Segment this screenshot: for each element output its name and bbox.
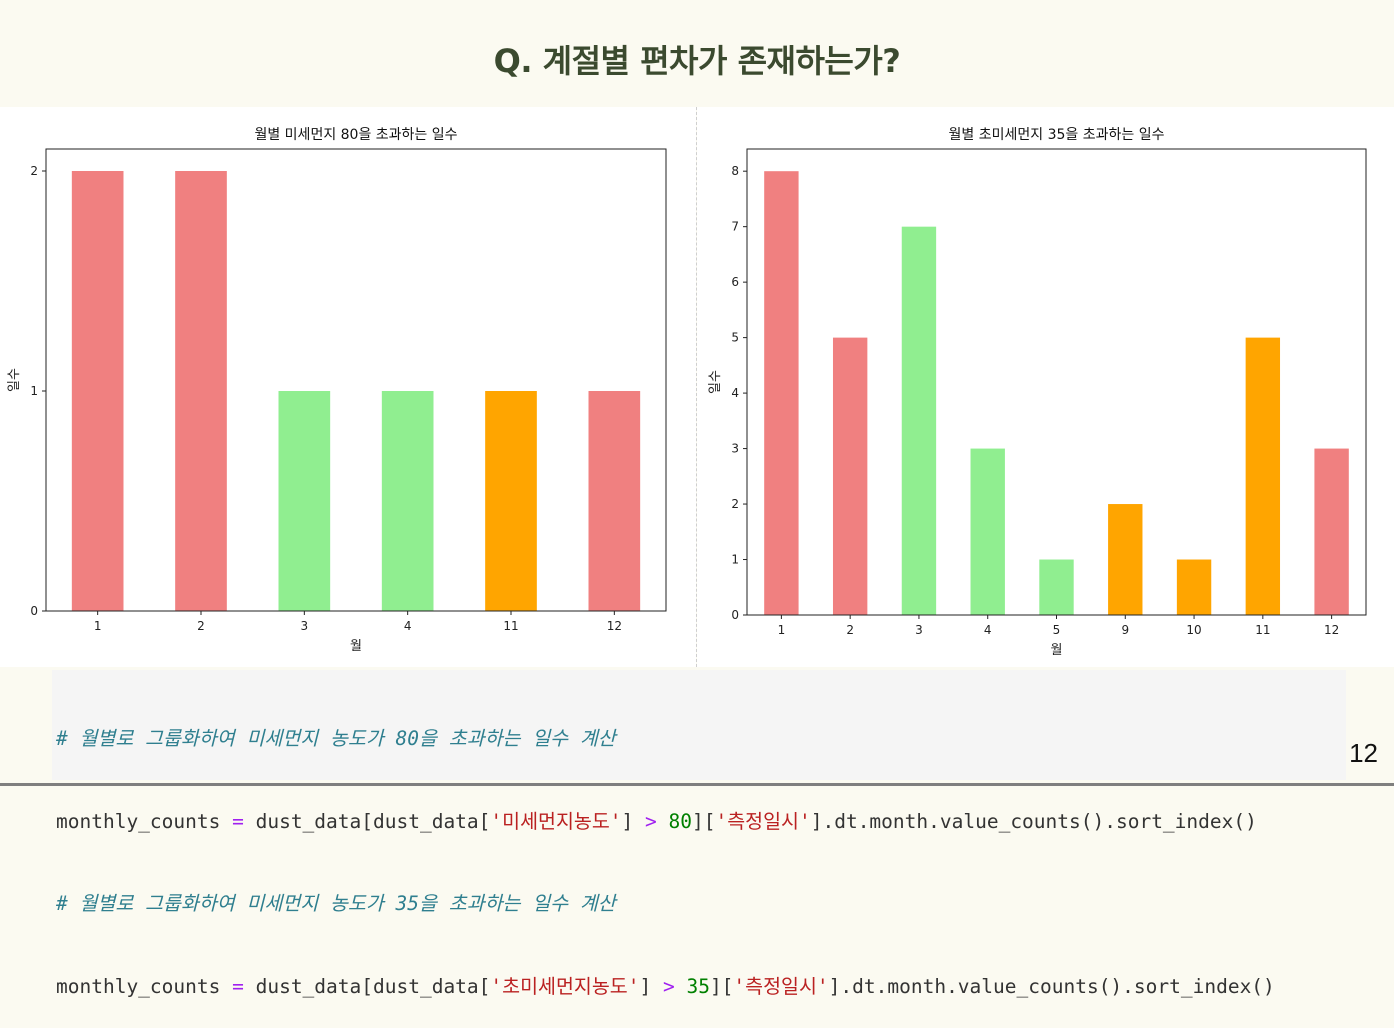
x-tick-label: 11 (1255, 623, 1270, 637)
x-tick-label: 5 (1053, 623, 1061, 637)
x-tick-label: 3 (915, 623, 923, 637)
y-tick-label: 5 (731, 331, 739, 345)
y-tick-label: 6 (731, 275, 739, 289)
x-tick-label: 1 (778, 623, 786, 637)
x-tick-label: 12 (1324, 623, 1339, 637)
y-tick-label: 8 (731, 164, 739, 178)
panel-divider (696, 107, 698, 667)
bar-3 (278, 391, 331, 611)
bar-12 (588, 391, 641, 611)
y-axis-label: 일수 (708, 370, 723, 394)
bar-12 (1314, 448, 1349, 615)
code-comment-line: # 월별로 그룹화하여 미세먼지 농도가 35을 초과하는 일수 계산 (56, 892, 616, 915)
y-tick-label: 2 (731, 497, 739, 511)
page-number: 12 (1349, 738, 1378, 768)
y-tick-label: 1 (30, 384, 38, 398)
y-tick-label: 3 (731, 442, 739, 456)
bar-4 (970, 448, 1005, 615)
x-tick-label: 4 (404, 619, 412, 633)
plot-frame (45, 148, 667, 612)
bar-chart-pm25: 월별 초미세먼지 35을 초과하는 일수1 2 3 4 5 9 10 11 1201234567… (708, 127, 1367, 658)
x-tick-label: 12 (607, 619, 622, 633)
y-tick-label: 2 (30, 164, 38, 178)
plot-frame (746, 148, 1367, 616)
code-comment-line: # 월별로 그룹화하여 미세먼지 농도가 80을 초과하는 일수 계산 (56, 727, 616, 750)
x-tick-label: 3 (301, 619, 309, 633)
bar-2 (175, 171, 227, 611)
chart-panel-pm25: 월별 초미세먼지 35을 초과하는 일수 1 2 3 4 5 9 10 11 12 0 1 2 3 4 5 6 7… (697, 107, 1394, 667)
x-tick-label: 4 (984, 623, 992, 637)
x-tick-label: 11 (503, 619, 518, 633)
bar-2 (832, 337, 868, 615)
bar-10 (1176, 559, 1212, 615)
x-tick-label: 1 (94, 619, 102, 633)
x-tick-label: 2 (197, 619, 205, 633)
bar-1 (764, 171, 799, 615)
code-line: monthly_counts = dust_data[dust_data['초미… (56, 974, 1275, 998)
x-tick-label: 2 (846, 623, 854, 637)
y-tick-label: 0 (731, 608, 739, 622)
chart-title: 월별 초미세먼지 35을 초과하는 일수 (949, 127, 1165, 143)
bar-1 (71, 171, 124, 611)
chart-panel-pm10: 월별 미세먼지 80을 초과하는 일수 1 2 3 4 11 12 0 1 2 월 일수 (0, 107, 696, 667)
bottom-rule (0, 783, 1394, 786)
y-tick-label: 1 (731, 553, 739, 567)
bar-9 (1108, 504, 1143, 615)
y-tick-label: 7 (731, 220, 739, 234)
bar-11 (485, 391, 537, 611)
code-line: monthly_counts = dust_data[dust_data['미세… (56, 809, 1257, 833)
bar-4 (381, 391, 434, 611)
bar-5 (1039, 559, 1074, 615)
chart-title: 월별 미세먼지 80을 초과하는 일수 (254, 127, 457, 143)
bar-11 (1245, 337, 1281, 615)
x-tick-label: 9 (1121, 623, 1129, 637)
x-axis-label: 월 (1051, 643, 1063, 658)
y-axis-label: 일수 (7, 368, 22, 392)
x-axis-label: 월 (350, 639, 362, 654)
y-tick-label: 4 (731, 386, 739, 400)
slide-title: Q. 계절별 편차가 존재하는가? (493, 42, 901, 80)
x-tick-label: 10 (1186, 623, 1201, 637)
code-block: # 월별로 그룹화하여 미세먼지 농도가 80을 초과하는 일수 계산 mont… (52, 670, 1346, 998)
bar-3 (901, 226, 937, 615)
y-tick-label: 0 (30, 604, 38, 618)
